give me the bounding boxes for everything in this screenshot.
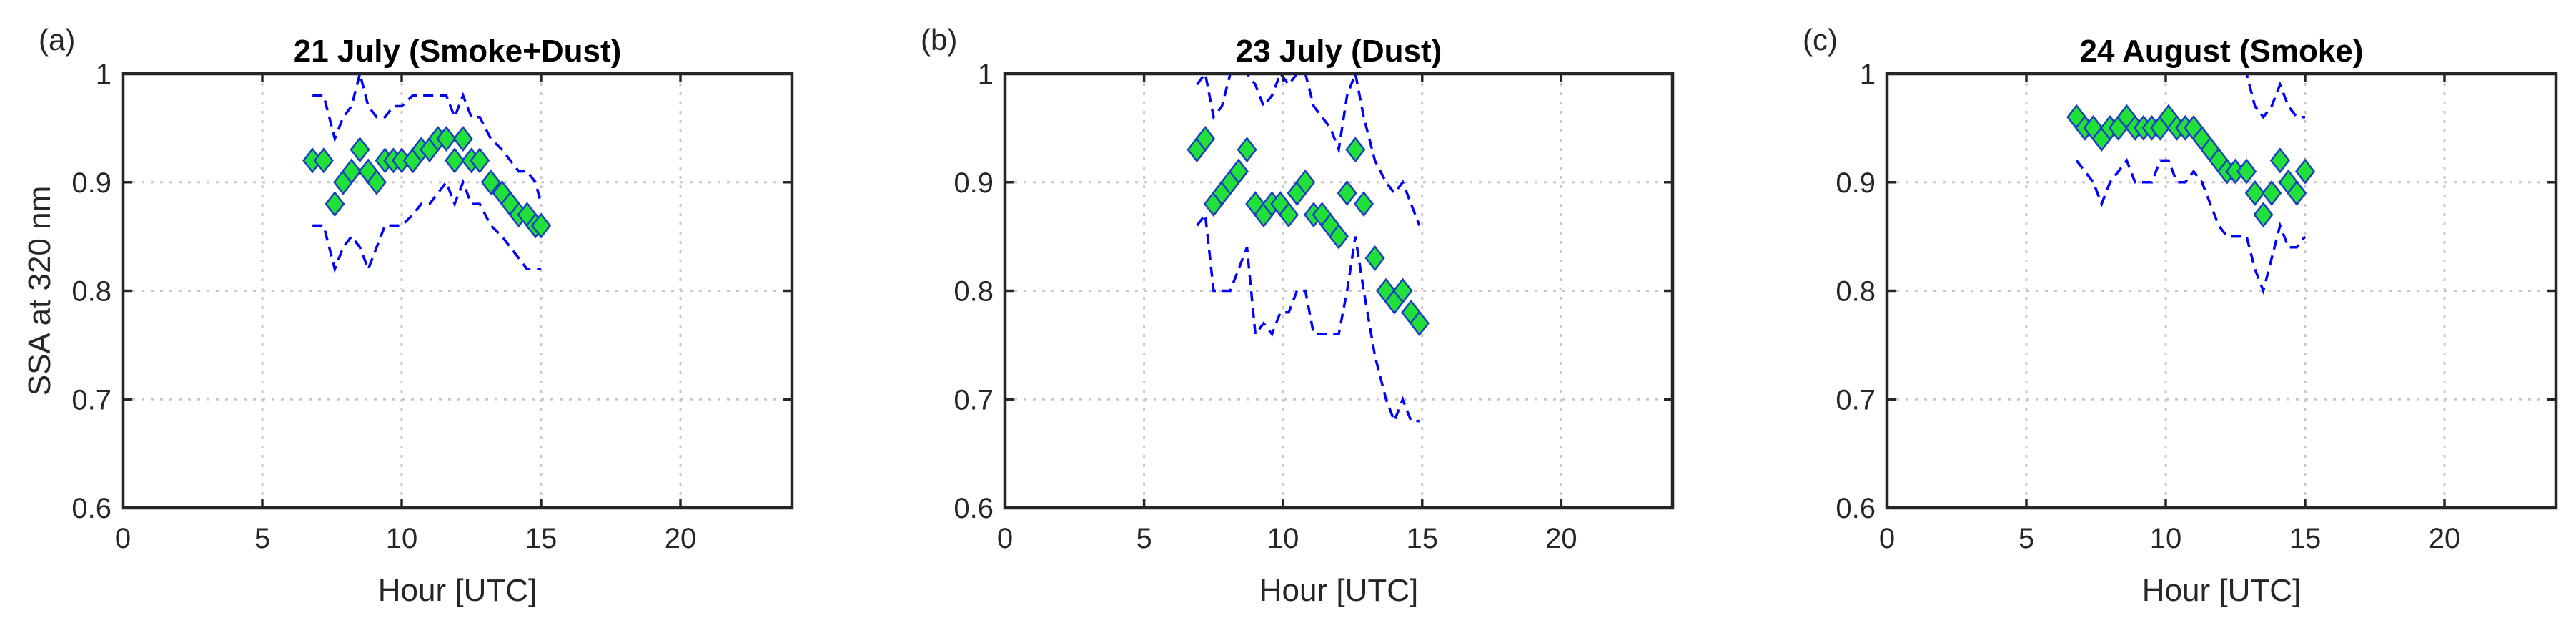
data-point-marker bbox=[1345, 137, 1366, 163]
x-axis-label: Hour [UTC] bbox=[2142, 573, 2301, 608]
data-point-marker bbox=[2253, 202, 2274, 228]
data-point-marker bbox=[1328, 223, 1349, 250]
x-tick-label: 5 bbox=[2018, 523, 2034, 554]
data-point-marker bbox=[1278, 202, 1299, 228]
chart-title: 23 July (Dust) bbox=[1236, 34, 1442, 69]
chart-title: 24 August (Smoke) bbox=[2080, 34, 2364, 69]
y-tick-label: 0.7 bbox=[953, 384, 994, 416]
y-tick-label: 0.9 bbox=[71, 167, 112, 199]
data-point-marker bbox=[341, 158, 362, 185]
y-tick-label: 0.6 bbox=[953, 493, 994, 524]
data-point-marker bbox=[452, 126, 473, 152]
x-tick-label: 0 bbox=[1879, 523, 1895, 554]
y-tick-label: 0.9 bbox=[1836, 167, 1876, 199]
x-axis-label: Hour [UTC] bbox=[1259, 573, 1418, 608]
x-tick-label: 20 bbox=[2429, 523, 2461, 554]
panel-letter: (c) bbox=[1803, 23, 1838, 57]
data-point-marker bbox=[1228, 158, 1249, 185]
y-tick-label: 0.8 bbox=[1836, 276, 1876, 308]
upper-bound-line bbox=[2076, 72, 2305, 119]
data-point-marker bbox=[350, 137, 370, 163]
y-axis-label: SSA at 320 nm bbox=[22, 186, 57, 396]
y-tick-label: 0.8 bbox=[71, 276, 112, 308]
data-point-marker bbox=[530, 212, 552, 239]
x-tick-label: 5 bbox=[254, 523, 270, 554]
data-point-marker bbox=[445, 147, 465, 174]
y-tick-label: 0.8 bbox=[953, 276, 994, 308]
y-tick-label: 1 bbox=[1860, 59, 1876, 90]
data-point-marker bbox=[313, 147, 334, 174]
data-point-marker bbox=[1409, 310, 1430, 337]
data-point-marker bbox=[470, 147, 490, 174]
y-tick-label: 0.7 bbox=[1836, 384, 1876, 416]
x-tick-label: 20 bbox=[665, 523, 697, 554]
upper-bound-line bbox=[312, 73, 543, 205]
x-tick-label: 10 bbox=[2150, 523, 2182, 554]
y-tick-label: 0.9 bbox=[953, 167, 994, 199]
lower-bound-line bbox=[312, 178, 541, 273]
data-point-marker bbox=[2269, 147, 2290, 174]
data-point-marker bbox=[1295, 169, 1316, 195]
x-tick-label: 15 bbox=[1407, 523, 1439, 554]
data-point-marker bbox=[1353, 191, 1374, 217]
x-tick-label: 0 bbox=[115, 523, 131, 554]
data-point-marker bbox=[1237, 137, 1257, 163]
y-tick-label: 0.6 bbox=[71, 493, 112, 524]
y-tick-label: 0.7 bbox=[71, 384, 112, 416]
data-point-marker bbox=[2236, 158, 2257, 185]
y-tick-label: 1 bbox=[978, 59, 994, 90]
data-point-marker bbox=[2244, 180, 2265, 206]
chart-panel-1: 0 5 10 15 20 0.6 0.7 0.8 0.9 1 (a) 21 July (Smoke+D… bbox=[22, 23, 794, 608]
x-tick-label: 5 bbox=[1136, 523, 1151, 554]
x-axis-label: Hour [UTC] bbox=[378, 573, 537, 608]
data-point-marker bbox=[1337, 180, 1357, 206]
data-point-marker bbox=[2262, 180, 2282, 206]
data-point-marker bbox=[1195, 126, 1216, 152]
x-tick-label: 15 bbox=[525, 523, 558, 554]
chart-title: 21 July (Smoke+Dust) bbox=[294, 34, 622, 69]
x-tick-label: 10 bbox=[386, 523, 418, 554]
lower-bound-line bbox=[1196, 211, 1420, 425]
x-tick-label: 0 bbox=[997, 523, 1013, 554]
data-point-marker bbox=[1392, 278, 1413, 304]
data-point-marker bbox=[325, 191, 345, 217]
x-tick-label: 10 bbox=[1267, 523, 1299, 554]
upper-bound-line bbox=[1196, 69, 1421, 227]
data-point-marker bbox=[366, 169, 387, 195]
data-point-marker bbox=[2294, 158, 2316, 185]
x-tick-label: 15 bbox=[2289, 523, 2322, 554]
data-point-marker bbox=[2287, 180, 2307, 206]
x-tick-label: 20 bbox=[1545, 523, 1577, 554]
data-point-marker bbox=[436, 126, 457, 152]
panel-letter: (a) bbox=[39, 23, 75, 57]
y-tick-label: 0.6 bbox=[1836, 493, 1876, 524]
chart-panel-2: 0 5 10 15 20 0.6 0.7 0.8 0.9 1 (b) 23 July (Dust) Ho… bbox=[921, 23, 1675, 608]
panel-letter: (b) bbox=[921, 23, 957, 57]
data-point-marker bbox=[1364, 245, 1385, 272]
data-point-marker bbox=[480, 169, 501, 195]
chart-panel-3: 0 5 10 15 20 0.6 0.7 0.8 0.9 1 (c) 24 August (Smoke… bbox=[1803, 23, 2558, 608]
lower-bound-line bbox=[2075, 157, 2307, 295]
y-tick-label: 1 bbox=[96, 59, 112, 90]
